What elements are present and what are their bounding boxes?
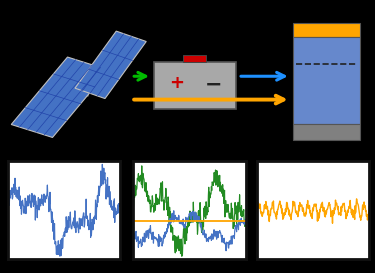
Bar — [292, 37, 360, 124]
Bar — [292, 124, 360, 140]
Bar — [154, 62, 236, 109]
Bar — [292, 23, 360, 37]
Text: −: − — [204, 75, 222, 95]
Polygon shape — [11, 57, 109, 138]
Polygon shape — [75, 31, 146, 99]
Bar — [183, 55, 206, 62]
Text: +: + — [170, 74, 184, 92]
